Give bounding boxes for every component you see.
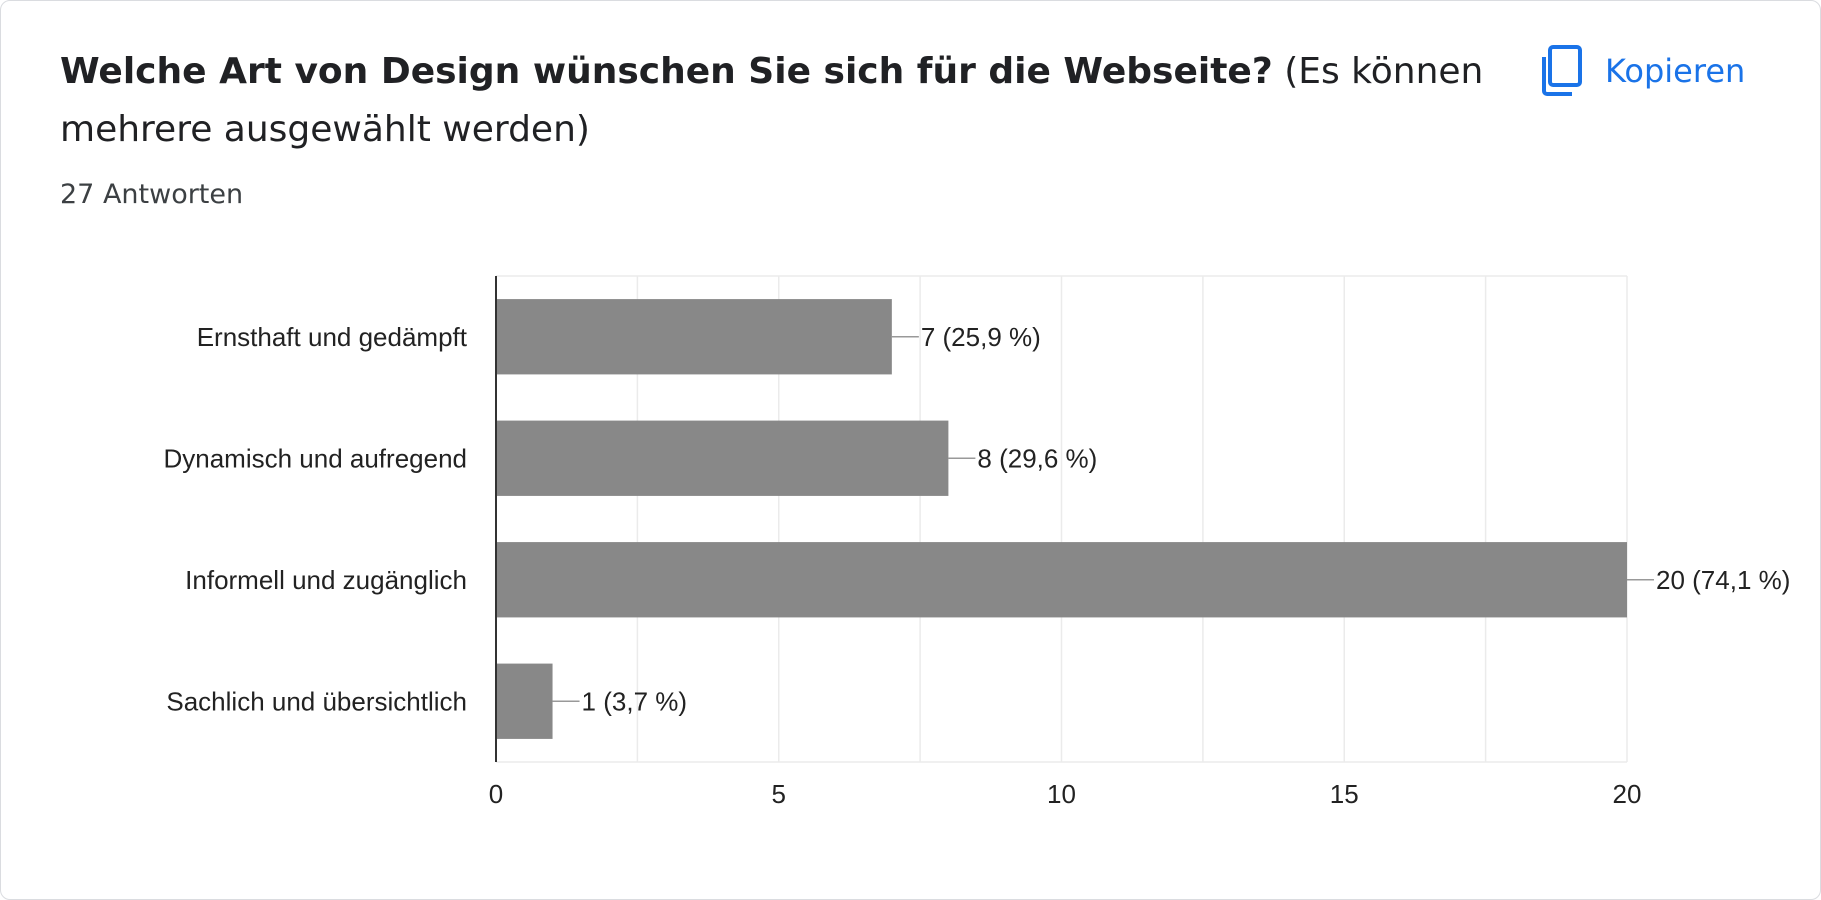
category-label: Ernsthaft und gedämpft	[197, 322, 468, 352]
category-label: Sachlich und übersichtlich	[166, 686, 467, 716]
category-label: Informell und zugänglich	[185, 565, 467, 595]
question-title: Welche Art von Design wünschen Sie sich …	[60, 43, 1500, 159]
copy-icon	[1541, 45, 1583, 97]
x-tick-label: 0	[489, 779, 503, 809]
question-title-bold: Welche Art von Design wünschen Sie sich …	[60, 51, 1273, 92]
question-title-hint: (Es können mehrere ausgewählt werden)	[60, 51, 1484, 150]
bar	[496, 299, 892, 375]
bar	[496, 542, 1627, 618]
bar	[496, 420, 949, 496]
data-label: 1 (3,7 %)	[582, 686, 688, 716]
x-tick-label: 20	[1613, 779, 1642, 809]
copy-button-label: Kopieren	[1605, 52, 1746, 90]
x-tick-label: 15	[1330, 779, 1359, 809]
copy-button[interactable]: Kopieren	[1541, 39, 1745, 103]
data-label: 20 (74,1 %)	[1656, 565, 1790, 595]
response-count: 27 Antworten	[60, 179, 244, 210]
data-label: 7 (25,9 %)	[921, 322, 1041, 352]
data-label: 8 (29,6 %)	[977, 443, 1097, 473]
x-tick-label: 5	[772, 779, 786, 809]
x-tick-label: 10	[1047, 779, 1076, 809]
category-label: Dynamisch und aufregend	[163, 443, 467, 473]
bar	[496, 663, 553, 739]
